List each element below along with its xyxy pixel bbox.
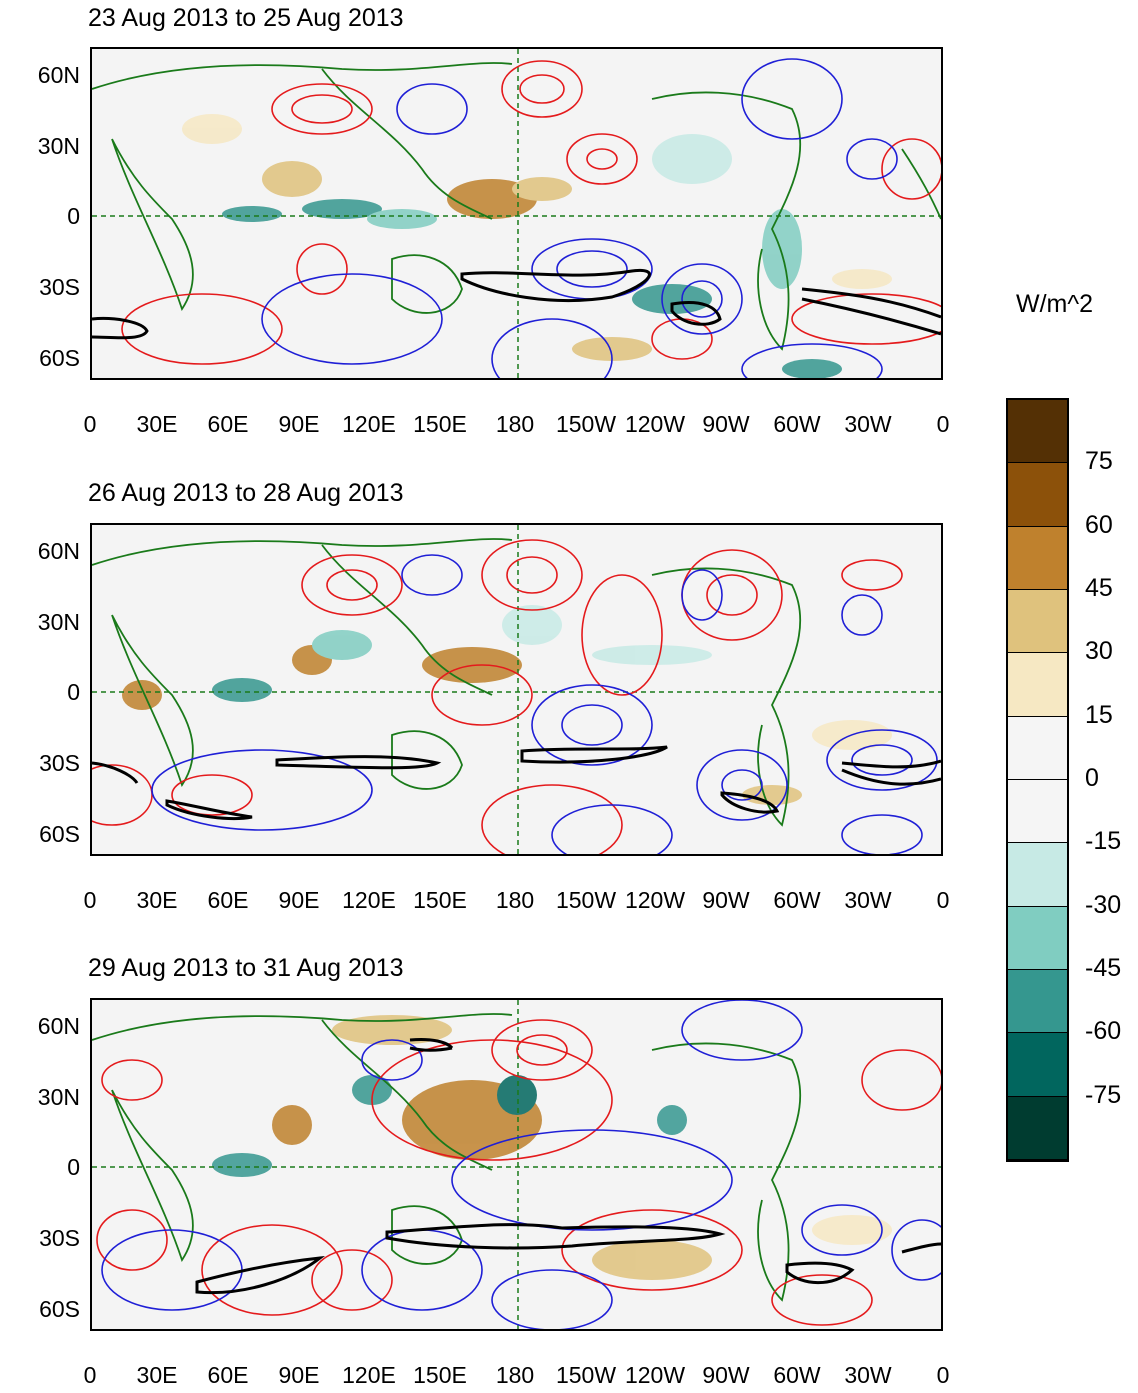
lat-tick-label: 30N <box>37 609 80 635</box>
lon-tick-label: 30E <box>136 887 178 913</box>
lat-tick-label: 30S <box>39 750 80 776</box>
colorbar-label: -15 <box>1085 827 1122 856</box>
colorbar-swatch <box>1008 906 1067 970</box>
panel-title: 26 Aug 2013 to 28 Aug 2013 <box>88 479 404 507</box>
colorbar-swatch <box>1008 716 1067 780</box>
colorbar-swatch <box>1008 590 1067 654</box>
colorbar-label: 30 <box>1085 637 1113 666</box>
lon-tick-label: 0 <box>936 1362 950 1388</box>
lon-tick-label: 180 <box>495 1362 535 1388</box>
lon-tick-label: 90W <box>702 411 750 437</box>
lon-tick-label: 0 <box>936 887 950 913</box>
colorbar-swatch <box>1008 526 1067 590</box>
lon-tick-label: 30E <box>136 411 178 437</box>
anomaly-field <box>92 49 941 378</box>
colorbar-swatch <box>1008 400 1067 464</box>
lat-tick-label: 0 <box>67 1154 80 1180</box>
lon-tick-label: 150W <box>555 1362 617 1388</box>
lat-tick-label: 60S <box>39 821 80 847</box>
lon-tick-label: 60W <box>773 411 821 437</box>
colorbar-swatch <box>1008 970 1067 1034</box>
colorbar-label: 75 <box>1085 447 1113 476</box>
lon-tick-label: 60W <box>773 887 821 913</box>
lon-tick-label: 90W <box>702 887 750 913</box>
lon-tick-label: 120E <box>342 887 396 913</box>
lon-tick-label: 150E <box>413 411 467 437</box>
lon-tick-label: 0 <box>83 411 97 437</box>
lon-tick-label: 30E <box>136 1362 178 1388</box>
lon-tick-label: 120E <box>342 411 396 437</box>
lon-tick-label: 30W <box>844 1362 892 1388</box>
map-panel-2 <box>90 523 943 856</box>
colorbar-label: -45 <box>1085 954 1122 982</box>
lat-tick-label: 60S <box>39 345 80 371</box>
lon-tick-label: 90E <box>278 411 320 437</box>
lon-tick-label: 150E <box>413 1362 467 1388</box>
lon-tick-label: 0 <box>83 1362 97 1388</box>
lon-tick-label: 60W <box>773 1362 821 1388</box>
map-panel-1 <box>90 47 943 380</box>
colorbar-swatch <box>1008 780 1067 844</box>
lon-tick-label: 90W <box>702 1362 750 1388</box>
lon-tick-label: 120W <box>624 887 686 913</box>
map-panel-3 <box>90 998 943 1331</box>
panel-title: 23 Aug 2013 to 25 Aug 2013 <box>88 4 404 32</box>
lon-tick-label: 120W <box>624 411 686 437</box>
lon-tick-label: 150W <box>555 887 617 913</box>
panel-title: 29 Aug 2013 to 31 Aug 2013 <box>88 954 404 982</box>
lon-tick-label: 90E <box>278 1362 320 1388</box>
lon-tick-label: 120E <box>342 1362 396 1388</box>
lon-tick-label: 30W <box>844 411 892 437</box>
lon-tick-label: 60E <box>207 411 249 437</box>
lat-tick-label: 0 <box>67 203 80 229</box>
lon-tick-label: 180 <box>495 887 535 913</box>
lon-tick-label: 60E <box>207 887 249 913</box>
colorbar-swatch <box>1008 843 1067 907</box>
lon-tick-label: 0 <box>83 887 97 913</box>
lat-tick-label: 60N <box>37 62 80 88</box>
colorbar-swatch <box>1008 1096 1067 1160</box>
colorbar-label: 60 <box>1085 510 1113 539</box>
colorbar-swatch <box>1008 1033 1067 1097</box>
colorbar-label: -30 <box>1085 890 1122 919</box>
colorbar-label: -60 <box>1085 1017 1122 1046</box>
lat-tick-label: 30N <box>37 1084 80 1110</box>
colorbar-swatch <box>1008 463 1067 527</box>
lat-tick-label: 60N <box>37 1013 80 1039</box>
lon-tick-label: 0 <box>936 411 950 437</box>
anomaly-field <box>92 1000 941 1329</box>
lat-tick-label: 0 <box>67 679 80 705</box>
colorbar-swatch <box>1008 653 1067 717</box>
lat-tick-label: 60N <box>37 538 80 564</box>
lon-tick-label: 90E <box>278 887 320 913</box>
colorbar-units: W/m^2 <box>1016 290 1094 318</box>
colorbar-label: 0 <box>1085 764 1099 792</box>
lon-tick-label: 150W <box>555 411 617 437</box>
lon-tick-label: 120W <box>624 1362 686 1388</box>
colorbar-label: -75 <box>1085 1080 1122 1109</box>
lon-tick-label: 150E <box>413 887 467 913</box>
colorbar-label: 15 <box>1085 700 1113 729</box>
lat-tick-label: 30S <box>39 1225 80 1251</box>
colorbar-label: 45 <box>1085 574 1113 602</box>
lat-tick-label: 30N <box>37 133 80 159</box>
lat-tick-label: 30S <box>39 274 80 300</box>
lon-tick-label: 60E <box>207 1362 249 1388</box>
lat-tick-label: 60S <box>39 1296 80 1322</box>
anomaly-field <box>92 525 941 854</box>
lon-tick-label: 30W <box>844 887 892 913</box>
colorbar <box>1006 398 1069 1162</box>
lon-tick-label: 180 <box>495 411 535 437</box>
